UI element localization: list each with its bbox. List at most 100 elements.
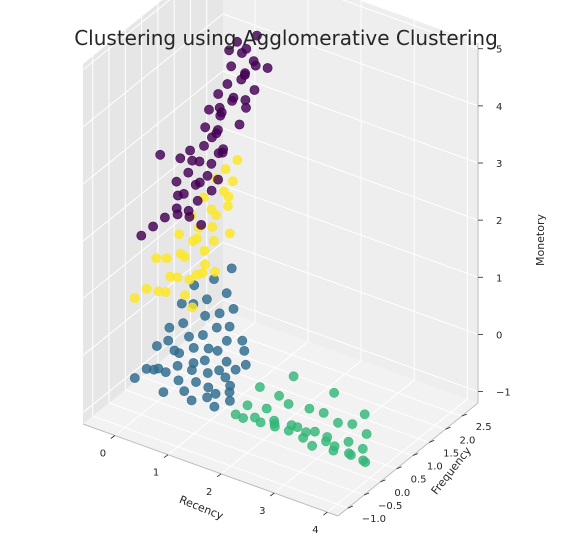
- grid-line: [82, 13, 224, 128]
- data-point: [288, 371, 299, 382]
- data-point: [201, 294, 212, 305]
- data-point: [129, 373, 140, 383]
- data-point: [172, 272, 183, 283]
- grid-line: [222, 70, 479, 164]
- data-point: [206, 185, 217, 196]
- grid-line: [82, 299, 224, 413]
- floor-pane: [83, 311, 478, 516]
- data-point: [222, 201, 233, 211]
- data-point: [158, 387, 169, 397]
- data-point: [214, 365, 224, 376]
- data-point: [212, 345, 223, 356]
- data-point: [318, 407, 329, 418]
- data-point: [206, 132, 217, 143]
- data-point: [321, 436, 331, 447]
- data-point: [361, 429, 372, 439]
- z-tick-label: 2: [496, 216, 502, 227]
- data-point: [151, 341, 162, 351]
- y-tick-mark: [412, 453, 419, 456]
- data-point: [221, 288, 232, 299]
- data-point: [239, 70, 250, 80]
- data-point: [186, 365, 197, 375]
- data-point: [211, 322, 222, 333]
- data-point: [199, 355, 210, 366]
- data-point: [208, 235, 219, 246]
- data-point: [192, 233, 202, 244]
- data-point: [333, 417, 343, 428]
- y-tick-label: 0.0: [394, 488, 410, 499]
- data-point: [202, 368, 213, 378]
- data-point: [187, 302, 198, 313]
- data-point: [171, 176, 182, 187]
- data-point: [220, 164, 231, 174]
- grid-line: [222, 127, 479, 221]
- y-tick-label: 1.5: [443, 448, 459, 459]
- data-point: [151, 253, 162, 264]
- data-point: [240, 95, 251, 105]
- data-point: [186, 395, 197, 406]
- y-axis-line: [337, 402, 479, 517]
- data-point: [345, 450, 356, 460]
- y-tick-mark: [347, 505, 353, 509]
- grid-line: [167, 341, 309, 456]
- data-point: [164, 322, 175, 333]
- data-point: [220, 372, 231, 383]
- data-point: [161, 253, 172, 264]
- grid-line: [92, 415, 348, 509]
- data-point: [329, 387, 339, 398]
- data-point: [129, 293, 140, 303]
- grid-line: [125, 389, 381, 483]
- data-point: [307, 440, 317, 451]
- data-point: [180, 290, 190, 301]
- data-point: [213, 148, 224, 159]
- data-point: [304, 403, 315, 414]
- data-point: [250, 60, 261, 71]
- data-point: [176, 298, 187, 309]
- data-point: [242, 400, 253, 411]
- data-point: [223, 191, 234, 202]
- z-tick-label: 3: [496, 159, 502, 170]
- y-tick-label: 0.5: [411, 475, 427, 486]
- grid-line: [82, 70, 224, 185]
- data-point: [232, 36, 242, 47]
- data-point: [159, 212, 170, 223]
- data-point: [236, 48, 247, 58]
- x-tick-label: 1: [153, 468, 159, 479]
- data-point: [174, 348, 185, 358]
- data-point: [274, 390, 284, 401]
- y-tick-mark: [363, 492, 370, 496]
- data-point: [237, 335, 248, 346]
- side-pane: [83, 0, 223, 424]
- y-tick-label: 2.0: [459, 435, 475, 446]
- x-tick-label: 0: [100, 449, 106, 460]
- data-point: [141, 283, 152, 294]
- y-tick-mark: [429, 440, 435, 443]
- data-point: [240, 359, 251, 370]
- grid-line: [222, 184, 479, 278]
- data-point: [172, 360, 183, 371]
- data-point: [347, 419, 358, 429]
- data-point: [199, 245, 210, 256]
- data-point: [224, 321, 235, 332]
- data-point: [196, 219, 207, 230]
- data-point: [224, 228, 235, 239]
- data-point: [175, 153, 186, 164]
- data-point: [224, 45, 234, 56]
- data-point: [200, 122, 211, 133]
- data-point: [254, 382, 265, 392]
- data-point: [269, 421, 280, 432]
- grid-line: [273, 379, 415, 494]
- x-tick-mark: [323, 511, 328, 516]
- data-point: [191, 269, 202, 280]
- y-tick-mark: [380, 479, 386, 483]
- data-point: [185, 145, 195, 156]
- data-point: [251, 30, 262, 41]
- data-point: [203, 382, 214, 393]
- data-point: [202, 392, 212, 403]
- y-tick-mark: [445, 426, 451, 430]
- grid-line: [173, 349, 430, 443]
- grid-line: [222, 299, 479, 393]
- data-point: [213, 174, 223, 185]
- x-tick-label: 4: [312, 525, 318, 536]
